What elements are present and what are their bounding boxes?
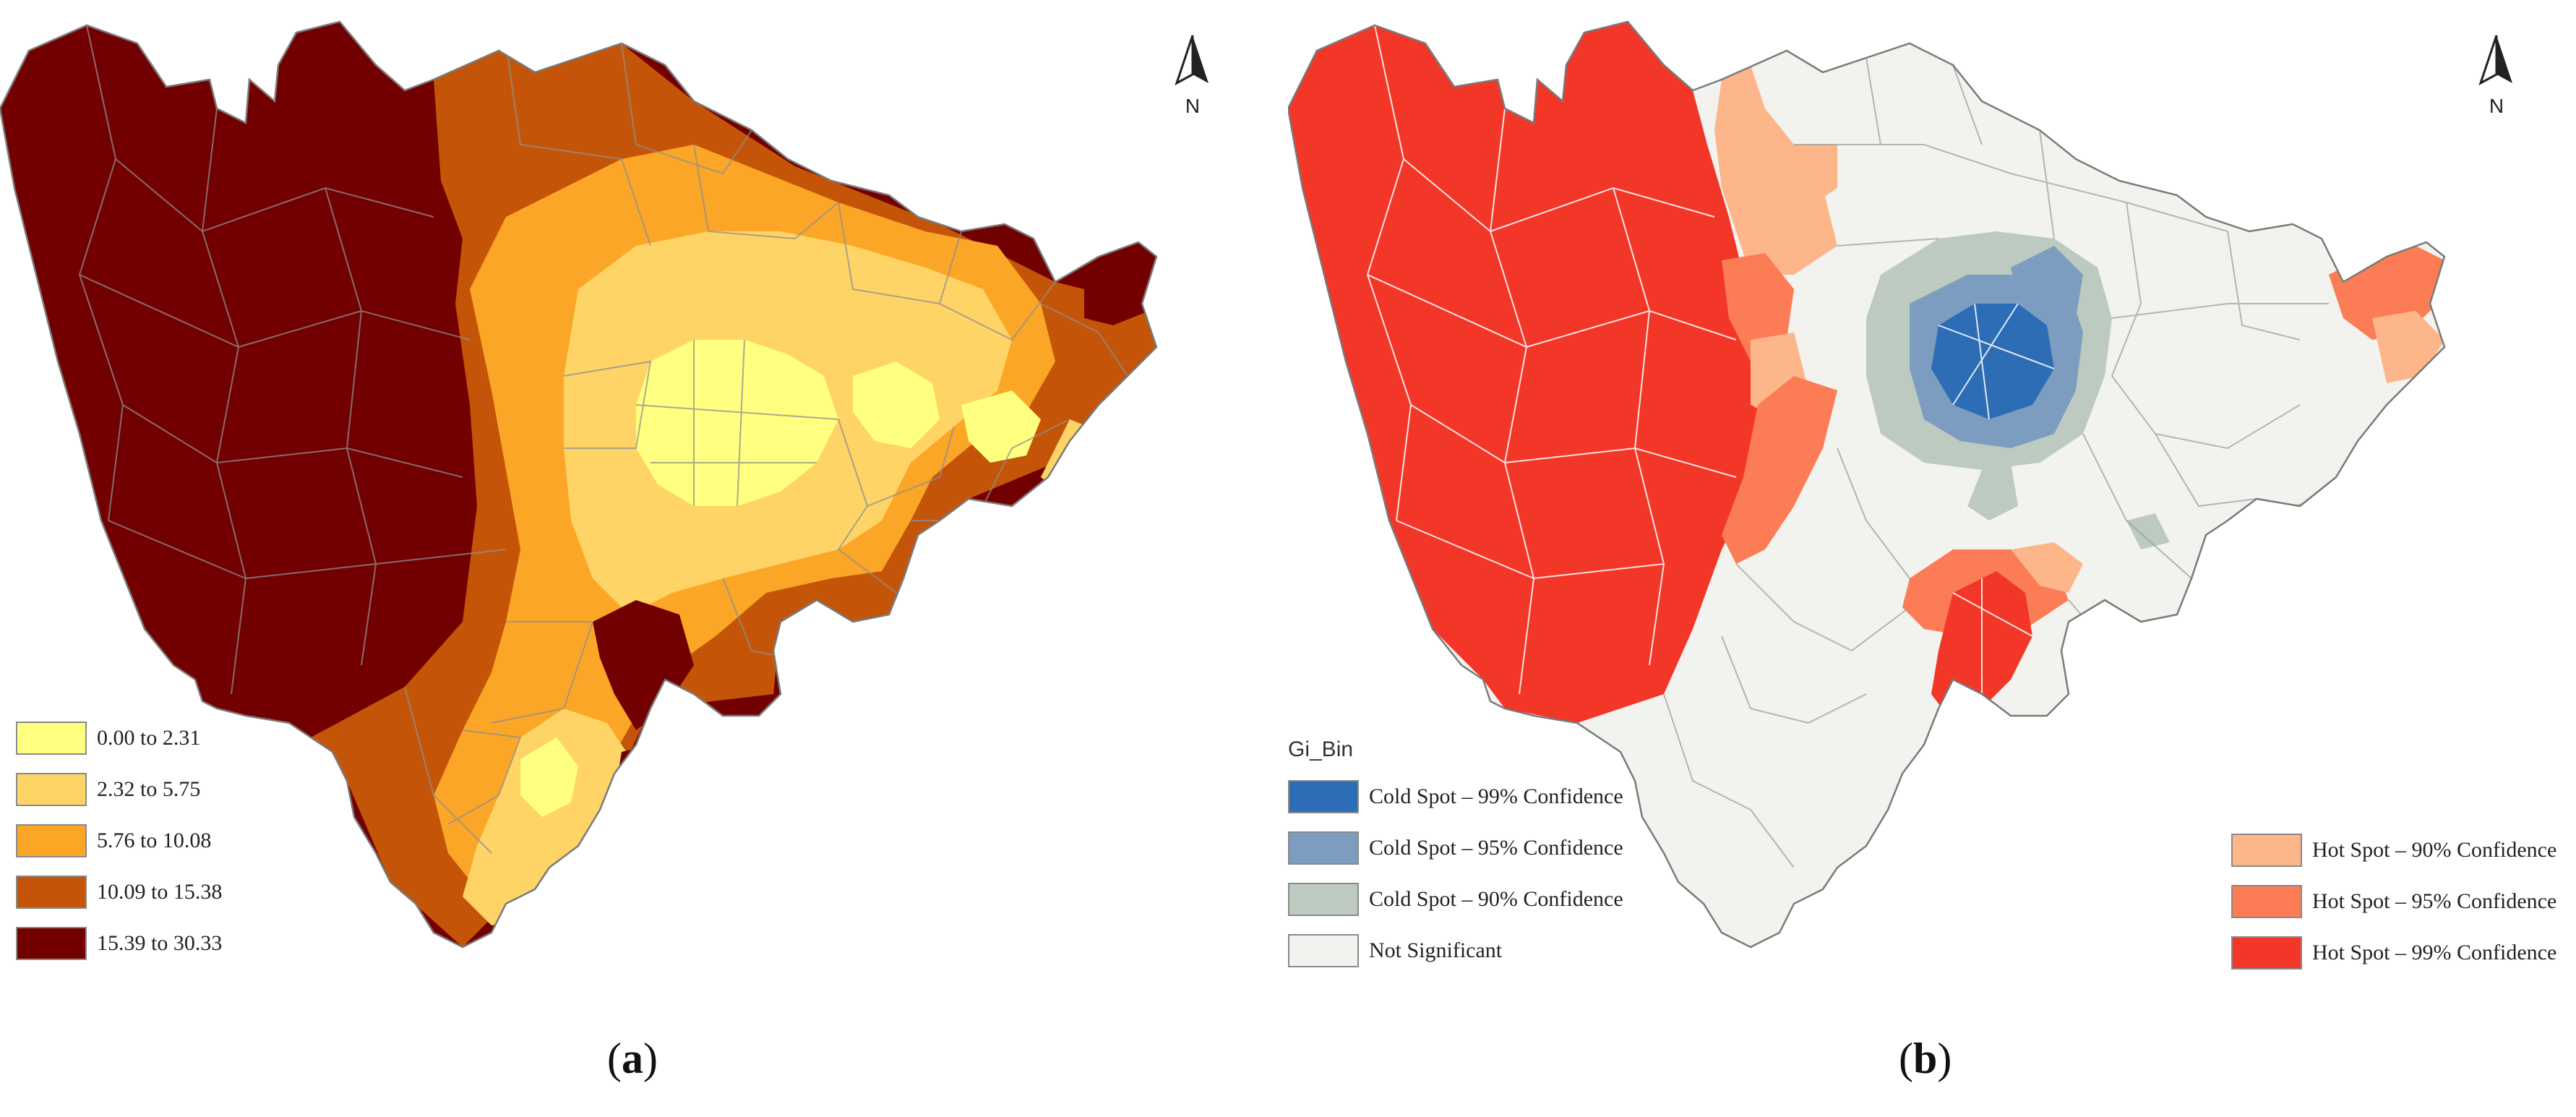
legend-swatch <box>2231 936 2302 970</box>
legend-b-hot: Hot Spot – 90% Confidence Hot Spot – 95%… <box>2231 824 2556 978</box>
caption-letter: b <box>1912 1035 1938 1082</box>
legend-swatch <box>16 875 87 909</box>
legend-label: 5.76 to 10.08 <box>97 828 212 852</box>
legend-label: 2.32 to 5.75 <box>97 776 201 801</box>
legend-label: 15.39 to 30.33 <box>97 930 223 955</box>
legend-item: 5.76 to 10.08 <box>16 815 222 866</box>
caption-paren-close: ) <box>1937 1035 1952 1082</box>
north-arrow-icon <box>2478 35 2512 86</box>
panel-caption-b: (b) <box>1899 1034 1952 1084</box>
legend-item: 15.39 to 30.33 <box>16 917 222 969</box>
legend-label: Cold Spot – 90% Confidence <box>1369 886 1623 911</box>
legend-swatch <box>1288 882 1359 916</box>
legend-item: 0.00 to 2.31 <box>16 712 222 763</box>
legend-a: 0.00 to 2.31 2.32 to 5.75 5.76 to 10.08 … <box>16 712 222 969</box>
legend-swatch <box>16 823 87 857</box>
caption-paren-close: ) <box>643 1035 658 1082</box>
map-panel-b: N Gi_Bin Cold Spot – 99% Confidence Cold… <box>1288 0 2576 1117</box>
legend-swatch <box>1288 831 1359 865</box>
legend-swatch <box>16 721 87 755</box>
north-arrow-b: N <box>2468 33 2525 117</box>
caption-letter: a <box>621 1035 643 1082</box>
legend-item: Not Significant <box>1288 925 1623 976</box>
legend-item: 10.09 to 15.38 <box>16 866 222 917</box>
hotspot-map-b <box>1288 20 2446 949</box>
panel-caption-a: (a) <box>607 1034 658 1084</box>
legend-label: Hot Spot – 99% Confidence <box>2312 940 2557 964</box>
legend-label: Cold Spot – 99% Confidence <box>1369 784 1623 808</box>
legend-item: Cold Spot – 90% Confidence <box>1288 873 1623 925</box>
legend-label: 10.09 to 15.38 <box>97 879 223 904</box>
north-arrow-icon <box>1175 35 1208 86</box>
legend-swatch <box>16 926 87 960</box>
north-label: N <box>1185 95 1201 117</box>
caption-paren-open: ( <box>1899 1035 1913 1082</box>
legend-swatch <box>1288 779 1359 813</box>
legend-item: Hot Spot – 90% Confidence <box>2231 824 2556 876</box>
legend-label: 0.00 to 2.31 <box>97 725 201 750</box>
legend-b-cold: Gi_Bin Cold Spot – 99% Confidence Cold S… <box>1288 737 1623 976</box>
choropleth-map-a <box>0 20 1158 949</box>
legend-label: Hot Spot – 95% Confidence <box>2312 889 2557 913</box>
north-label: N <box>2489 95 2504 117</box>
legend-item: Cold Spot – 99% Confidence <box>1288 771 1623 822</box>
legend-label: Hot Spot – 90% Confidence <box>2312 837 2557 862</box>
legend-swatch <box>16 772 87 806</box>
legend-item: Hot Spot – 95% Confidence <box>2231 876 2556 927</box>
legend-swatch <box>2231 884 2302 918</box>
legend-swatch <box>1288 933 1359 967</box>
north-arrow-a: N <box>1164 33 1222 117</box>
legend-swatch <box>2231 833 2302 867</box>
legend-label: Not Significant <box>1369 938 1503 962</box>
legend-label: Cold Spot – 95% Confidence <box>1369 835 1623 860</box>
legend-item: 2.32 to 5.75 <box>16 763 222 815</box>
legend-item: Hot Spot – 99% Confidence <box>2231 927 2556 978</box>
map-panel-a: N 0.00 to 2.31 2.32 to 5.75 5.76 to 10.0… <box>0 20 1222 1084</box>
legend-item: Cold Spot – 95% Confidence <box>1288 822 1623 873</box>
caption-paren-open: ( <box>607 1035 622 1082</box>
legend-title: Gi_Bin <box>1288 737 1354 761</box>
